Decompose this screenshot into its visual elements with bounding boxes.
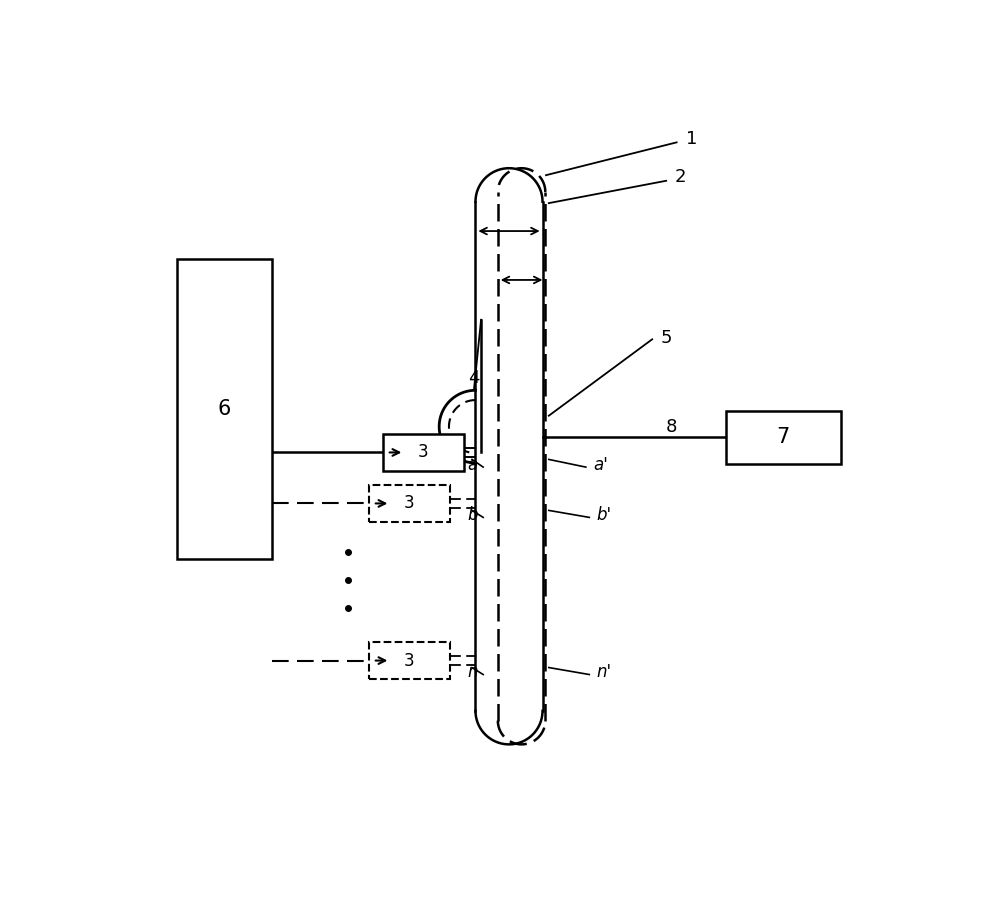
Text: 3: 3 bbox=[418, 444, 429, 462]
Text: 8: 8 bbox=[666, 417, 677, 435]
Text: a': a' bbox=[593, 456, 608, 474]
Bar bbox=[383, 434, 464, 471]
Text: 2: 2 bbox=[675, 169, 686, 186]
Text: n': n' bbox=[596, 663, 611, 681]
Text: a: a bbox=[467, 456, 478, 474]
Bar bbox=[369, 642, 450, 678]
Text: 4: 4 bbox=[468, 369, 480, 386]
Text: 1: 1 bbox=[686, 130, 697, 148]
Text: 3: 3 bbox=[404, 651, 415, 669]
Text: b: b bbox=[467, 506, 478, 524]
Text: 7: 7 bbox=[777, 427, 790, 447]
Bar bbox=[369, 485, 450, 522]
Text: b': b' bbox=[596, 506, 611, 524]
Text: 5: 5 bbox=[661, 329, 672, 346]
Bar bbox=[726, 411, 841, 463]
Text: 3: 3 bbox=[404, 494, 415, 512]
Bar bbox=[177, 259, 272, 560]
Text: n: n bbox=[467, 663, 478, 681]
Text: 6: 6 bbox=[218, 399, 231, 419]
